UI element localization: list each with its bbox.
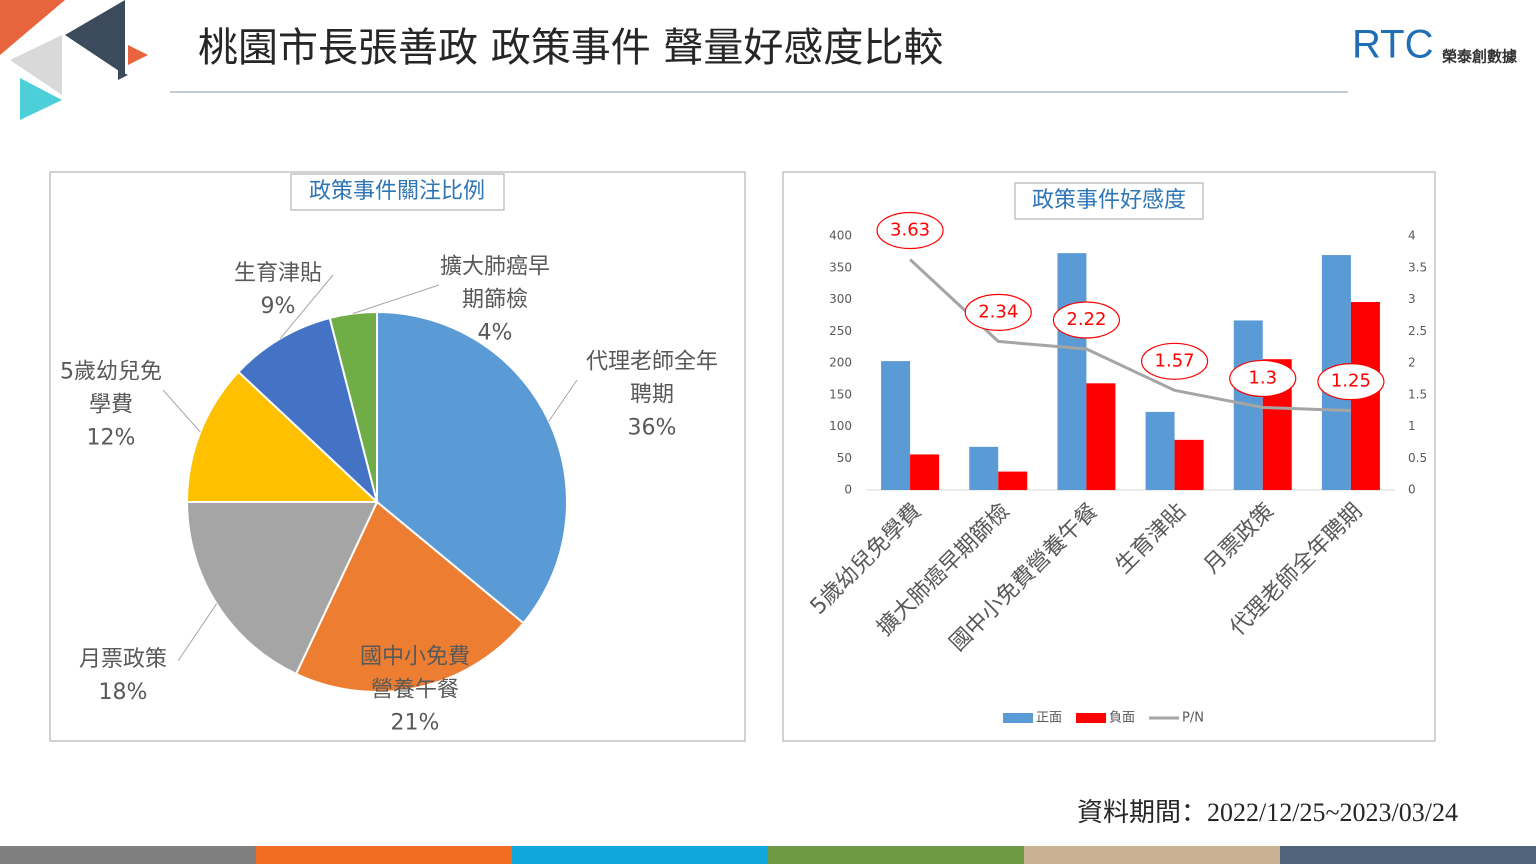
- data-label: 2.22: [1066, 309, 1106, 330]
- category-label: 生育津貼: [233, 261, 322, 286]
- title-box: [1014, 182, 1204, 220]
- y-tick-label: 0: [844, 483, 852, 497]
- page-title: 桃園市長張善政 政策事件 聲量好感度比較: [198, 25, 943, 71]
- legend-label: 負面: [1109, 711, 1135, 726]
- label-bubble: [876, 211, 944, 250]
- leader-line: [162, 389, 201, 433]
- data-label: 18%: [98, 680, 148, 705]
- category-label: 5歲幼兒免學費: [60, 359, 162, 418]
- pie-slice: [328, 310, 378, 503]
- title-box: [290, 173, 505, 211]
- y-tick-label: 200: [829, 356, 852, 370]
- pie-label: 月票政策 18%: [68, 643, 178, 709]
- decor: [65, 0, 125, 75]
- decor: [20, 78, 62, 120]
- pie-label: 擴大肺癌早期篩檢 4%: [439, 251, 551, 350]
- category-label: 國中小免費營養午餐: [359, 644, 470, 703]
- y-tick-label: 250: [829, 324, 852, 338]
- data-label: 9%: [260, 294, 296, 319]
- decor: [0, 0, 65, 55]
- stripe: [256, 846, 512, 864]
- y2-tick-label: 2.5: [1408, 324, 1427, 338]
- leader-line: [548, 379, 578, 422]
- leader-line: [353, 284, 440, 314]
- label-bubble: [1140, 342, 1209, 380]
- y-tick-label: 350: [829, 260, 852, 274]
- category-label: 擴大肺癌早期篩檢: [439, 254, 550, 313]
- y-tick-label: 400: [829, 229, 852, 243]
- y-tick-label: 50: [837, 451, 852, 465]
- bar: [1174, 439, 1204, 490]
- y2-tick-label: 1.5: [1408, 387, 1427, 401]
- y2-tick-label: 4: [1408, 229, 1416, 243]
- data-label: 12%: [86, 425, 136, 451]
- chart-title: 政策事件好感度: [1032, 188, 1186, 213]
- y-tick-label: 300: [829, 292, 852, 306]
- stripe: [1280, 846, 1536, 864]
- pie-label: 國中小免費營養午餐 21%: [359, 641, 471, 740]
- y2-tick-label: 1: [1408, 419, 1416, 433]
- data-label: 1.25: [1331, 371, 1371, 392]
- stripe: [512, 846, 768, 864]
- pie-slice: [294, 500, 525, 693]
- data-label: 1.3: [1248, 367, 1277, 388]
- label-bubble: [1229, 359, 1297, 398]
- stripe: [1024, 846, 1280, 864]
- bar: [998, 471, 1028, 490]
- data-period: 資料期間：2022/12/25~2023/03/24: [1077, 798, 1458, 827]
- y2-tick-label: 2: [1408, 356, 1416, 370]
- bar: [1057, 253, 1087, 490]
- y2-tick-label: 0.5: [1408, 451, 1427, 465]
- data-label: 21%: [390, 710, 440, 736]
- chart-title: 政策事件關注比例: [309, 179, 485, 204]
- pie-label: 代理老師全年聘期 36%: [577, 346, 727, 445]
- legend-label: 正面: [1036, 711, 1062, 726]
- bar: [881, 361, 911, 490]
- logo-mark: RTC: [1352, 23, 1433, 67]
- y2-tick-label: 3.5: [1408, 260, 1427, 274]
- y-tick-label: 150: [829, 387, 852, 401]
- y-tick-label: 100: [829, 419, 852, 433]
- logo-text: 榮泰創數據: [1442, 48, 1518, 66]
- label-bubble: [1317, 363, 1385, 401]
- pie-slice: [185, 501, 379, 676]
- bar: [910, 454, 940, 490]
- data-label: 4%: [477, 320, 513, 346]
- category-label: 代理老師全年聘期: [585, 349, 718, 408]
- label-bubble: [1052, 301, 1121, 339]
- category-label: 月票政策: [78, 647, 167, 672]
- label-bubble: [964, 293, 1032, 332]
- data-label: 3.63: [890, 219, 930, 240]
- y2-tick-label: 0: [1408, 483, 1416, 497]
- legend-swatch: [1076, 713, 1107, 723]
- bar: [969, 446, 999, 490]
- pie-slice: [185, 370, 380, 503]
- legend-label: P/N: [1182, 711, 1204, 726]
- bar: [1086, 383, 1116, 490]
- data-label: 1.57: [1155, 350, 1195, 371]
- legend-swatch: [1003, 713, 1033, 723]
- y2-tick-label: 3: [1408, 292, 1416, 306]
- stripe: [768, 846, 1024, 864]
- data-label: 2.34: [978, 301, 1018, 322]
- stripe: [0, 846, 256, 864]
- leader-line: [279, 274, 334, 339]
- decor: [128, 45, 148, 65]
- decor: [10, 35, 62, 95]
- leader-line: [177, 603, 217, 662]
- pie-label: 生育津貼 9%: [223, 257, 333, 323]
- pie-label: 5歲幼兒免學費 12%: [59, 356, 163, 455]
- data-label: 36%: [627, 415, 677, 441]
- bar: [1145, 411, 1175, 490]
- decor: [118, 70, 128, 80]
